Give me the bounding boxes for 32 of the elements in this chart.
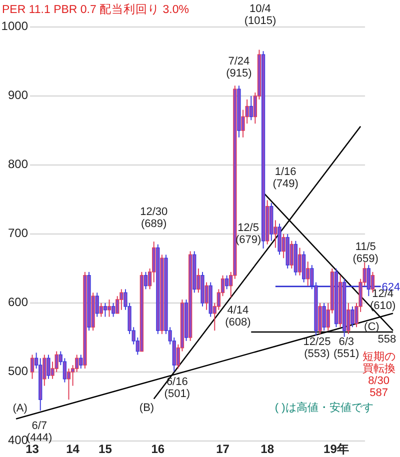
y-tick-label: 1000	[1, 19, 28, 34]
x-tick-label: 19年	[324, 442, 349, 456]
annotation: 12/4 (610)	[370, 288, 396, 312]
annotation: 558	[378, 333, 396, 346]
annotation: 8/30 587	[368, 375, 390, 400]
annotation: 6/16 (501)	[164, 376, 190, 400]
annotation: 1/16 (749)	[272, 166, 298, 190]
annotation: ( )は高値・安値です	[274, 400, 374, 414]
y-tick-label: 500	[8, 364, 28, 378]
annotation: 12/25 (553)	[303, 336, 331, 360]
x-tick-label: 15	[98, 442, 112, 456]
x-tick-label: 13	[26, 442, 40, 456]
annotation: 短期の買転換	[362, 350, 396, 375]
annotation: (A)	[12, 402, 28, 414]
y-tick-label: 800	[8, 157, 28, 172]
annotation: 11/5 (659)	[352, 241, 378, 266]
y-tick-label: 600	[8, 295, 28, 310]
x-tick-label: 18	[260, 442, 274, 456]
y-tick-label: 700	[8, 226, 28, 240]
chart-title: PER 11.1 PBR 0.7 配当利回り 3.0%	[2, 3, 189, 16]
annotation: 6/3 (551)	[334, 336, 360, 360]
annotation: 12/30 (689)	[140, 206, 168, 230]
annotation: (C)	[364, 321, 380, 334]
x-tick-label: 17	[216, 442, 230, 456]
y-tick-label: 900	[8, 88, 28, 102]
annotation: (B)	[139, 402, 154, 414]
annotation: 4/14 (608)	[225, 304, 251, 329]
x-tick-label: 14	[66, 442, 80, 456]
x-tick-label: 16	[151, 442, 165, 456]
annotation: 10/4 (1015)	[244, 3, 276, 28]
annotation: 6/7 (444)	[26, 420, 52, 444]
annotation: 7/24 (915)	[226, 56, 252, 80]
